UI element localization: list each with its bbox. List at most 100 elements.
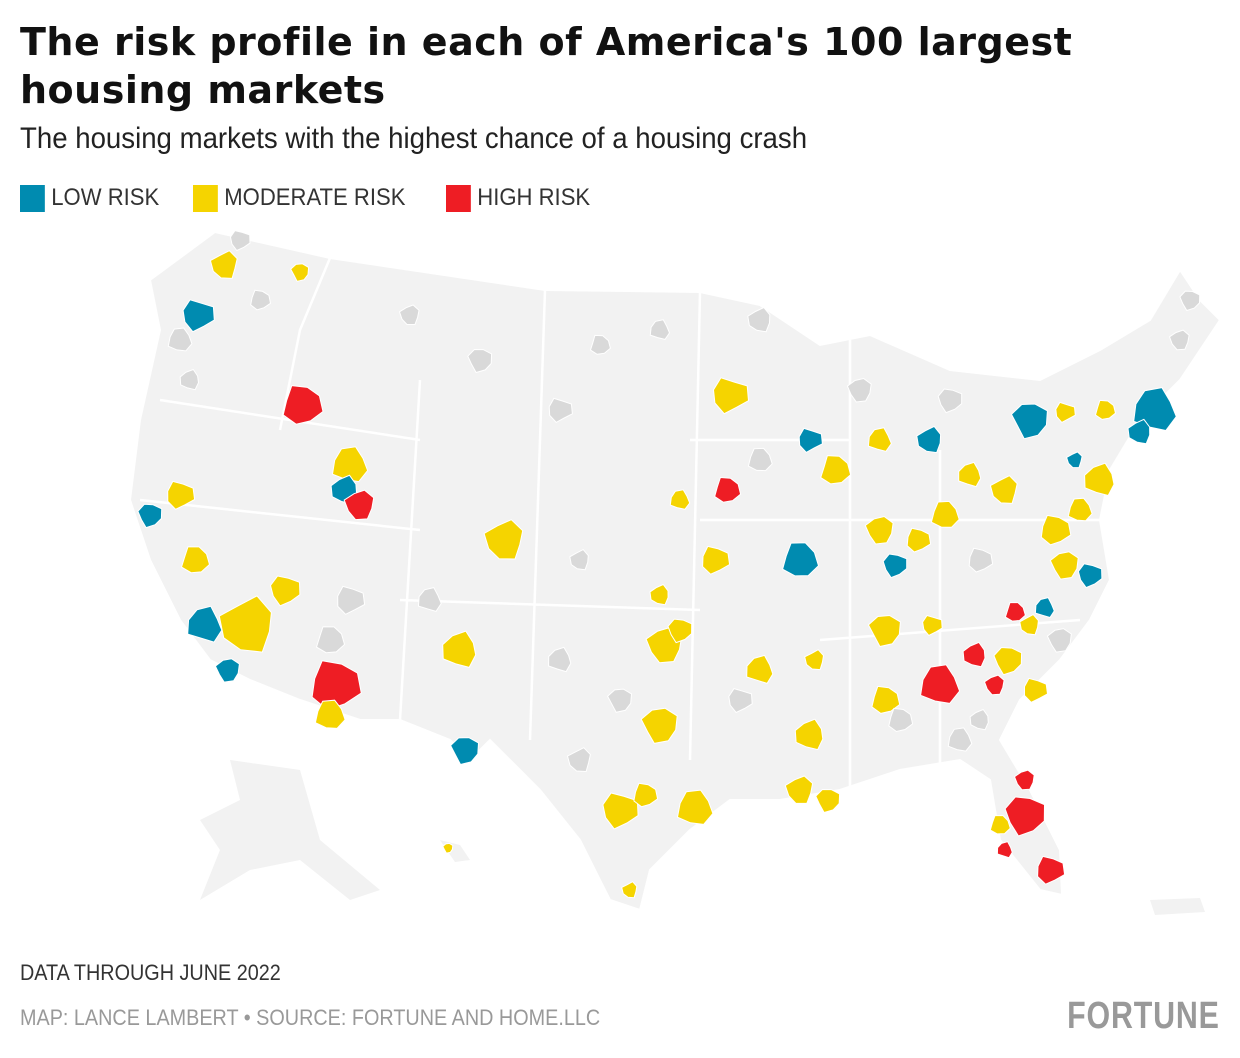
moderate-risk-metro xyxy=(649,583,669,606)
other-metro xyxy=(337,585,366,615)
moderate-risk-metro xyxy=(483,519,524,560)
low-risk-metro xyxy=(1077,563,1103,589)
legend-swatch-low xyxy=(20,184,45,212)
legend-swatch-high xyxy=(446,184,472,212)
puerto-rico xyxy=(1150,898,1205,915)
other-metro xyxy=(968,547,994,573)
legend-high: HIGH RISK xyxy=(446,184,590,212)
other-metro xyxy=(1179,290,1201,312)
source-credit: MAP: LANCE LAMBERT • SOURCE: FORTUNE AND… xyxy=(20,1005,601,1030)
moderate-risk-metro xyxy=(167,480,196,510)
data-note: DATA THROUGH JUNE 2022 xyxy=(20,960,281,985)
other-metro xyxy=(548,646,572,673)
other-metro xyxy=(1046,628,1072,653)
moderate-risk-metro xyxy=(746,654,774,684)
other-metro xyxy=(747,306,771,333)
moderate-risk-metro xyxy=(1019,613,1039,636)
low-risk-metro xyxy=(214,658,240,683)
moderate-risk-metro xyxy=(1084,462,1115,497)
moderate-risk-metro xyxy=(784,775,814,804)
moderate-risk-metro xyxy=(669,489,691,510)
low-risk-metro xyxy=(137,503,163,529)
low-risk-metro xyxy=(182,299,215,333)
high-risk-metro xyxy=(1013,769,1035,791)
high-risk-metro xyxy=(996,841,1013,859)
other-metro xyxy=(937,388,963,414)
moderate-risk-metro xyxy=(989,475,1018,504)
moderate-risk-metro xyxy=(1049,551,1079,580)
low-risk-metro xyxy=(449,737,480,766)
moderate-risk-metro xyxy=(1067,497,1093,522)
other-metro xyxy=(1168,329,1190,351)
moderate-risk-metro xyxy=(640,707,678,744)
high-risk-metro xyxy=(343,489,375,521)
moderate-risk-metro xyxy=(867,614,901,648)
high-risk-metro xyxy=(962,641,986,668)
other-metro xyxy=(179,368,200,391)
moderate-risk-metro xyxy=(633,782,659,808)
other-metro xyxy=(250,289,272,311)
moderate-risk-metro xyxy=(676,789,714,825)
moderate-risk-metro xyxy=(602,792,639,830)
low-risk-metro xyxy=(1065,451,1083,469)
moderate-risk-metro xyxy=(621,881,638,899)
page-title: The risk profile in each of America's 10… xyxy=(20,20,1073,112)
low-risk-metro xyxy=(882,553,908,579)
moderate-risk-metro xyxy=(209,250,238,279)
other-metro xyxy=(888,707,914,733)
moderate-risk-metro xyxy=(1055,401,1076,424)
legend-label: HIGH RISK xyxy=(477,184,591,211)
moderate-risk-metro xyxy=(794,718,824,751)
moderate-risk-metro xyxy=(218,595,272,653)
high-risk-metro xyxy=(1004,796,1046,837)
moderate-risk-metro xyxy=(1094,399,1117,420)
other-metro xyxy=(167,327,193,352)
high-risk-metro xyxy=(983,674,1005,696)
low-risk-metro xyxy=(798,427,823,454)
moderate-risk-metro xyxy=(804,649,825,671)
other-metro xyxy=(947,727,973,752)
moderate-risk-metro xyxy=(867,427,892,452)
moderate-risk-metro xyxy=(930,500,960,528)
other-metro xyxy=(606,688,633,713)
subtitle: The housing markets with the highest cha… xyxy=(20,122,808,155)
low-risk-metro xyxy=(782,542,820,577)
moderate-risk-metro xyxy=(871,685,901,714)
other-metro xyxy=(548,397,573,424)
high-risk-metro xyxy=(714,476,742,503)
high-risk-metro xyxy=(282,385,324,425)
moderate-risk-metro xyxy=(922,614,943,637)
moderate-risk-metro xyxy=(989,814,1011,835)
moderate-risk-metro xyxy=(180,546,211,574)
other-metro xyxy=(846,377,872,403)
moderate-risk-metro xyxy=(667,618,693,644)
moderate-risk-metro xyxy=(820,455,852,485)
low-risk-metro xyxy=(1010,403,1048,440)
moderate-risk-metro xyxy=(993,646,1023,676)
alaska xyxy=(200,760,380,900)
legend-label: MODERATE RISK xyxy=(224,184,406,211)
moderate-risk-metro xyxy=(1024,677,1049,703)
moderate-risk-metro xyxy=(314,699,346,729)
other-metro xyxy=(398,304,420,326)
high-risk-metro xyxy=(1004,601,1026,622)
moderate-risk-metro xyxy=(702,545,731,575)
legend-low: LOW RISK xyxy=(20,184,159,212)
moderate-risk-metro xyxy=(815,788,841,814)
low-risk-metro xyxy=(1127,418,1151,445)
fortune-logo: FORTUNE xyxy=(1067,995,1220,1037)
high-risk-metro xyxy=(920,664,961,704)
moderate-risk-metro xyxy=(442,630,477,668)
moderate-risk-metro xyxy=(906,527,932,553)
low-risk-metro xyxy=(1034,597,1055,619)
moderate-risk-metro xyxy=(442,842,454,854)
legend-swatch-moderate xyxy=(193,184,219,212)
other-metro xyxy=(747,447,773,472)
high-risk-metro xyxy=(1037,855,1066,885)
moderate-risk-metro xyxy=(331,446,369,483)
moderate-risk-metro xyxy=(712,377,750,415)
moderate-risk-metro xyxy=(290,263,310,282)
other-metro xyxy=(569,548,589,571)
other-metro xyxy=(728,688,753,714)
